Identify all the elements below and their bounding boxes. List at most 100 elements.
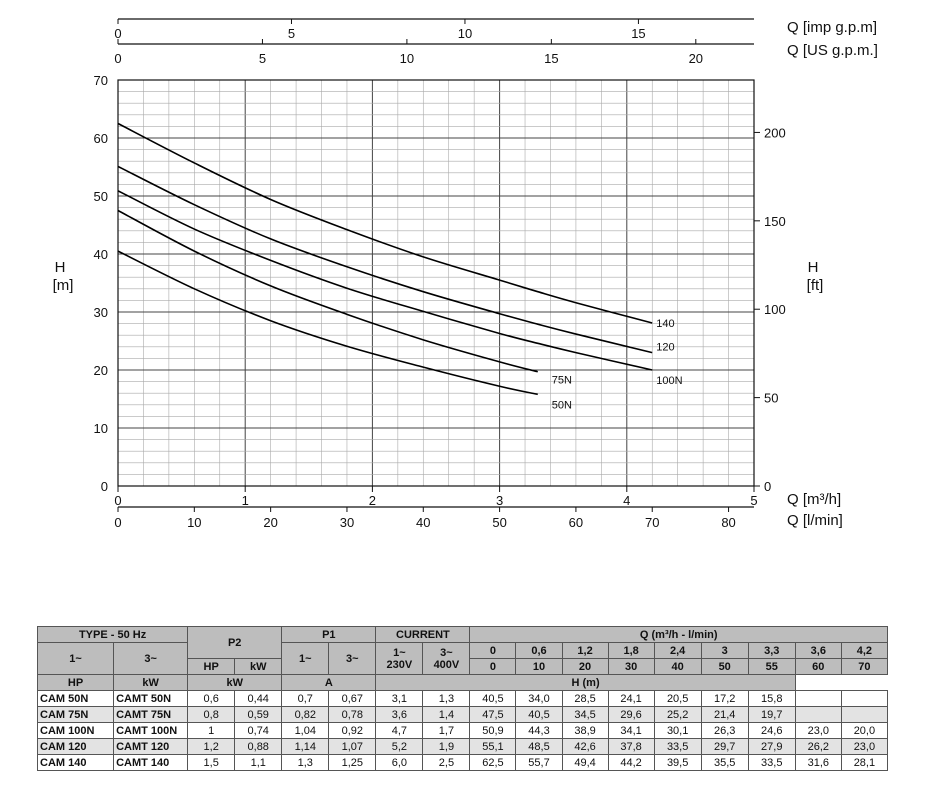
current-header: CURRENT xyxy=(375,626,471,643)
head-value-cell: 34,0 xyxy=(515,690,563,707)
q-m3h-cell: 3,6 xyxy=(794,642,842,659)
q-m3h-cell: 3 xyxy=(700,642,749,659)
head-value-cell: 29,6 xyxy=(607,706,655,723)
q-lmin-cell: 50 xyxy=(700,658,749,675)
head-value-cell: 34,1 xyxy=(607,722,655,739)
head-value-cell: 26,3 xyxy=(700,722,749,739)
model-1ph-cell: CAM 140 xyxy=(36,754,115,771)
kw-cell: 0,59 xyxy=(234,706,283,723)
x-tick-label-m3h: 4 xyxy=(623,493,630,508)
head-value-cell: 27,9 xyxy=(747,738,796,755)
head-value-cell: 28,1 xyxy=(840,754,889,771)
head-value-cell: 24,1 xyxy=(607,690,655,707)
head-value-cell: 40,5 xyxy=(515,706,563,723)
x-tick-label-us-gpm: 5 xyxy=(259,51,266,66)
x-tick-label-m3h: 5 xyxy=(750,493,757,508)
amp-3ph-cell: 2,5 xyxy=(422,754,471,771)
x-tick-label-imp-gpm: 10 xyxy=(458,26,472,41)
chart-grid xyxy=(117,79,755,487)
curve-label-140: 140 xyxy=(656,318,674,330)
head-value-cell xyxy=(794,706,842,723)
head-value-cell: 55,7 xyxy=(515,754,563,771)
kw-header: kW xyxy=(234,658,283,675)
y-tick-label-m: 70 xyxy=(94,73,108,88)
head-value-cell: 20,0 xyxy=(840,722,889,739)
performance-table-wrap: TYPE - 50 Hz P2 P1 CURRENT Q (m³/h - l/m… xyxy=(36,626,889,771)
model-3ph-cell: CAMT 120 xyxy=(113,738,189,755)
q-header: Q (m³/h - l/min) xyxy=(469,626,888,643)
pump-curve-50n xyxy=(117,250,538,396)
p1-kw-header: kW xyxy=(187,674,283,691)
performance-table-body: CAM 50N CAMT 50N 0,6 0,44 0,7 0,67 3,1 1,3 40,5 3… xyxy=(36,690,889,771)
x-tick-label-us-gpm: 0 xyxy=(114,51,121,66)
curve-label-120: 120 xyxy=(656,342,674,354)
p1-1ph-cell: 1,14 xyxy=(281,738,330,755)
head-value-cell xyxy=(840,706,889,723)
pump-curve-140 xyxy=(117,122,653,324)
head-value-cell: 44,2 xyxy=(607,754,655,771)
table-row: CAM 75N CAMT 75N 0,8 0,59 0,82 0,78 3,6 1,4 47,5… xyxy=(36,706,889,723)
pump-curve-75n xyxy=(117,209,538,373)
head-value-cell xyxy=(840,690,889,707)
single-phase-header: 1~ xyxy=(36,642,115,675)
head-value-cell: 40,5 xyxy=(469,690,517,707)
head-value-cell: 23,0 xyxy=(840,738,889,755)
curve-label-100n: 100N xyxy=(656,375,682,387)
y-axis-title-left-symbol: H xyxy=(55,259,66,276)
head-value-cell: 33,5 xyxy=(747,754,796,771)
pump-curve-100n xyxy=(117,190,653,371)
p1-3ph-cell: 0,78 xyxy=(328,706,377,723)
x-tick-label-lmin: 0 xyxy=(114,515,121,530)
q-m3h-cell: 2,4 xyxy=(653,642,702,659)
q-lmin-cell: 20 xyxy=(561,658,609,675)
pump-curves xyxy=(117,122,653,396)
q-lmin-cell: 0 xyxy=(469,658,517,675)
x-axis-title-imp-gpm: Q [imp g.p.m] xyxy=(787,19,877,36)
q-m3h-cell: 3,3 xyxy=(747,642,796,659)
x-tick-label-m3h: 3 xyxy=(496,493,503,508)
head-value-cell: 62,5 xyxy=(469,754,517,771)
p1-3ph-cell: 1,25 xyxy=(328,754,377,771)
curve-label-50n: 50N xyxy=(552,399,572,411)
amp-1ph-cell: 3,6 xyxy=(375,706,424,723)
head-value-cell: 24,6 xyxy=(747,722,796,739)
head-value-cell: 19,7 xyxy=(747,706,796,723)
x-tick-label-m3h: 2 xyxy=(369,493,376,508)
hp-header: HP xyxy=(187,658,236,675)
y-tick-label-ft: 0 xyxy=(764,479,771,494)
three-phase-header: 3~ xyxy=(113,642,189,675)
head-value-cell: 33,5 xyxy=(653,738,702,755)
model-3ph-cell: CAMT 75N xyxy=(113,706,189,723)
plot-frame xyxy=(117,79,755,487)
head-value-cell: 37,8 xyxy=(607,738,655,755)
head-value-cell xyxy=(794,690,842,707)
x-tick-label-imp-gpm: 5 xyxy=(288,26,295,41)
x-axis-title-m3h: Q [m³/h] xyxy=(787,491,841,508)
x-tick-label-us-gpm: 10 xyxy=(400,51,414,66)
hp-cell: 0,6 xyxy=(187,690,236,707)
x-tick-label-imp-gpm: 0 xyxy=(114,26,121,41)
head-value-cell: 15,8 xyxy=(747,690,796,707)
y-tick-label-m: 40 xyxy=(94,247,108,262)
table-row: CAM 120 CAMT 120 1,2 0,88 1,14 1,07 5,2 1,9 55,1… xyxy=(36,738,889,755)
model-1ph-cell: CAM 50N xyxy=(36,690,115,707)
current-230v-phase: 1~ xyxy=(393,646,406,659)
head-value-cell: 47,5 xyxy=(469,706,517,723)
amp-1ph-cell: 5,2 xyxy=(375,738,424,755)
p1-1ph-cell: 0,82 xyxy=(281,706,330,723)
head-value-cell: 38,9 xyxy=(561,722,609,739)
p2-header: P2 xyxy=(187,626,283,659)
p1-1ph-cell: 1,04 xyxy=(281,722,330,739)
current-230v-voltage: 230V xyxy=(386,658,413,671)
current-400v-phase: 3~ xyxy=(440,646,453,659)
kw-cell: 0,88 xyxy=(234,738,283,755)
model-3ph-cell: CAMT 50N xyxy=(113,690,189,707)
y-axis-title-right-unit: [ft] xyxy=(807,277,824,294)
p1-1ph-cell: 0,7 xyxy=(281,690,330,707)
head-value-cell: 39,5 xyxy=(653,754,702,771)
current-400v-voltage: 400V xyxy=(433,658,460,671)
model-3ph-cell: CAMT 140 xyxy=(113,754,189,771)
q-m3h-cell: 1,2 xyxy=(561,642,609,659)
head-value-cell: 35,5 xyxy=(700,754,749,771)
head-value-cell: 20,5 xyxy=(653,690,702,707)
